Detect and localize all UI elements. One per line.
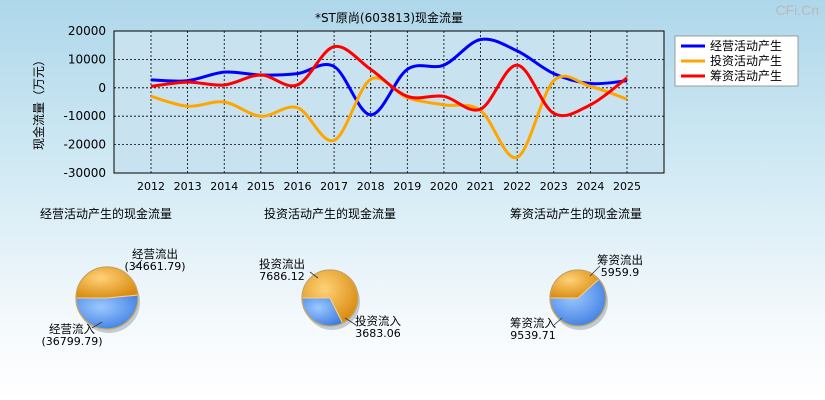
- x-tick-label: 2015: [247, 180, 275, 193]
- pie-leader-line: [344, 317, 357, 326]
- pie-title-investing: 投资活动产生的现金流量: [264, 207, 397, 221]
- pie-leader-line: [553, 317, 563, 326]
- y-axis-label: 现金流量（万元）: [31, 54, 46, 150]
- x-tick-label: 2024: [576, 180, 604, 193]
- pie-slice-value: 7686.12: [259, 270, 305, 283]
- pie-slice-value: 5959.9: [601, 266, 640, 279]
- pie-chart-1: 经营流出(34661.79) 经营流入(36799.79): [41, 247, 185, 348]
- y-tick-label: 0: [98, 81, 106, 95]
- pie-slice-label: 经营流出: [132, 247, 178, 261]
- chart-title: *ST原尚(603813)现金流量: [315, 10, 463, 25]
- series-line-1: [150, 37, 628, 117]
- y-tick-label: -30000: [63, 166, 106, 180]
- x-tick-label: 2020: [430, 180, 458, 193]
- y-tick-label: 10000: [68, 52, 106, 66]
- legend-label-3: 筹资活动产生: [710, 69, 782, 83]
- pie-rim: [301, 269, 359, 327]
- pie-slice-label: 投资流入: [355, 314, 401, 328]
- plot-area: [113, 30, 665, 174]
- legend-label-2: 投资活动产生: [710, 53, 782, 68]
- pie-leader-line: [589, 265, 601, 277]
- x-tick-label: 2018: [357, 180, 385, 193]
- legend-label-1: 经营活动产生: [710, 39, 782, 53]
- x-tick-label: 2021: [467, 180, 495, 193]
- pie-slice-value: 9539.71: [510, 329, 556, 342]
- watermark: CFi.Cn: [775, 2, 819, 18]
- pie-slice-label: 筹资流出: [597, 253, 643, 267]
- x-tick-label: 2012: [137, 180, 165, 193]
- y-tick-label: -10000: [63, 109, 106, 123]
- x-tick-label: 2013: [174, 180, 202, 193]
- y-tick-label: -20000: [63, 138, 106, 152]
- pie-slice-value: (34661.79): [124, 260, 185, 273]
- pie-rim: [75, 266, 139, 330]
- x-tick-label: 2014: [210, 180, 238, 193]
- pie-slice-value: (36799.79): [41, 335, 102, 348]
- pie-slice-label: 经营流入: [49, 322, 95, 336]
- pie-leader-line: [131, 259, 143, 271]
- pie-title-financing: 筹资活动产生的现金流量: [510, 207, 643, 221]
- pie-rim: [549, 269, 607, 327]
- y-tick-label: 20000: [68, 24, 106, 38]
- x-tick-label: 2017: [320, 180, 348, 193]
- pie-leader-line: [91, 321, 103, 329]
- x-tick-label: 2023: [540, 180, 568, 193]
- pie-slice-label: 筹资流入: [510, 316, 556, 330]
- pie-slice-label: 投资流出: [259, 257, 305, 271]
- pie-title-operating: 经营活动产生的现金流量: [40, 207, 173, 221]
- x-tick-label: 2016: [283, 180, 311, 193]
- x-tick-label: 2019: [393, 180, 421, 193]
- x-tick-label: 2022: [503, 180, 531, 193]
- pie-slice-value: 3683.06: [355, 327, 401, 340]
- pie-leader-line: [309, 271, 319, 279]
- x-tick-label: 2025: [613, 180, 641, 193]
- series-line-3: [150, 45, 628, 118]
